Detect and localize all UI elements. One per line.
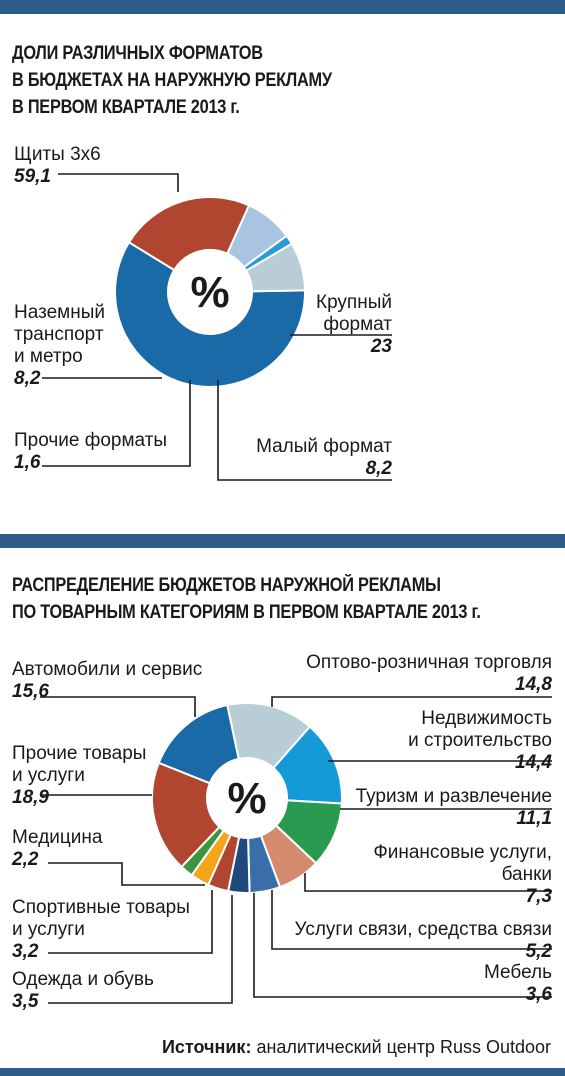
center-percent-label: % [190, 268, 229, 317]
chart1-title-line: ДОЛИ РАЗЛИЧНЫХ ФОРМАТОВ [12, 43, 263, 64]
slice-value: 1,6 [14, 452, 41, 473]
slice-label: Крупный [316, 292, 392, 313]
top-rule [0, 0, 565, 14]
slice-value: 14,4 [515, 752, 552, 773]
slice-value: 11,1 [516, 808, 552, 829]
slice-label: банки [502, 864, 552, 885]
slice-label: Щиты 3x6 [14, 144, 101, 165]
slice-value: 8,2 [366, 458, 393, 479]
leader-line [42, 380, 191, 467]
slice-label: Автомобили и сервис [12, 659, 202, 680]
slice-value: 3,2 [12, 941, 39, 962]
source-note: Источник: аналитический центр Russ Outdo… [162, 1037, 551, 1058]
slice-value: 3,6 [526, 984, 553, 1005]
slice-label: Наземный [14, 302, 105, 323]
slice-label: Прочие товары [12, 743, 146, 764]
slice-label: Спортивные товары [12, 897, 190, 918]
chart1-title: ДОЛИ РАЗЛИЧНЫХ ФОРМАТОВ В БЮДЖЕТАХ НА НА… [12, 40, 332, 121]
slice-label: и строительство [408, 730, 552, 751]
slice-value: 8,2 [14, 368, 41, 389]
slice-value: 14,8 [515, 674, 552, 695]
slice-label: Малый формат [256, 436, 392, 457]
slice-label: и услуги [12, 765, 85, 786]
slice-value: 3,5 [12, 991, 39, 1012]
pie-slice [114, 240, 306, 388]
slice-label: и метро [14, 346, 83, 367]
leader-line [48, 862, 205, 886]
pie-slice [244, 242, 307, 293]
leader-line [304, 873, 552, 892]
chart2-title-line: РАСПРЕДЕЛЕНИЕ БЮДЖЕТОВ НАРУЖНОЙ РЕКЛАМЫ [12, 575, 441, 596]
slice-label: Услуги связи, средства связи [295, 919, 552, 940]
slice-value: 15,6 [12, 681, 49, 702]
source-text: аналитический центр Russ Outdoor [251, 1037, 551, 1057]
chart1-title-line: В ПЕРВОМ КВАРТАЛЕ 2013 г. [12, 97, 240, 118]
center-percent-label: % [227, 774, 266, 823]
leader-line [253, 893, 552, 998]
chart2-title-line: ПО ТОВАРНЫМ КАТЕГОРИЯМ В ПЕРВОМ КВАРТАЛЕ… [12, 602, 481, 623]
slice-value: 59,1 [14, 166, 51, 187]
slice-label: Одежда и обувь [12, 969, 154, 990]
slice-label: транспорт [14, 324, 104, 345]
slice-label: Финансовые услуги, [373, 842, 552, 863]
chart2-title: РАСПРЕДЕЛЕНИЕ БЮДЖЕТОВ НАРУЖНОЙ РЕКЛАМЫ … [12, 572, 481, 626]
chart1-title-line: В БЮДЖЕТАХ НА НАРУЖНУЮ РЕКЛАМУ [12, 70, 332, 91]
slice-value: 18,9 [12, 787, 49, 808]
leader-line [48, 890, 213, 954]
slice-value: 2,2 [11, 849, 39, 870]
pie-slice [127, 196, 251, 272]
slice-label: формат [323, 314, 392, 335]
slice-label: Туризм и развлечение [356, 786, 552, 807]
leader-line [58, 173, 179, 192]
section-divider [0, 534, 565, 548]
slice-value: 7,3 [526, 886, 553, 907]
slice-label: Недвижимость [421, 708, 552, 729]
bottom-rule [0, 1068, 565, 1076]
leader-line [40, 696, 196, 717]
slice-label: Медицина [12, 827, 103, 848]
leader-line [271, 890, 552, 950]
slice-value: 5,2 [526, 941, 553, 962]
slice-label: Прочие форматы [14, 430, 167, 451]
slice-label: Мебель [484, 962, 552, 983]
leader-line [48, 895, 233, 1004]
leader-line [271, 696, 552, 707]
slice-value: 23 [370, 336, 393, 357]
slice-label: Оптово-розничная торговля [306, 652, 552, 673]
pie-slice [157, 703, 240, 785]
source-label: Источник: [161, 1037, 252, 1057]
leader-line [217, 380, 392, 481]
slice-label: и услуги [12, 919, 85, 940]
